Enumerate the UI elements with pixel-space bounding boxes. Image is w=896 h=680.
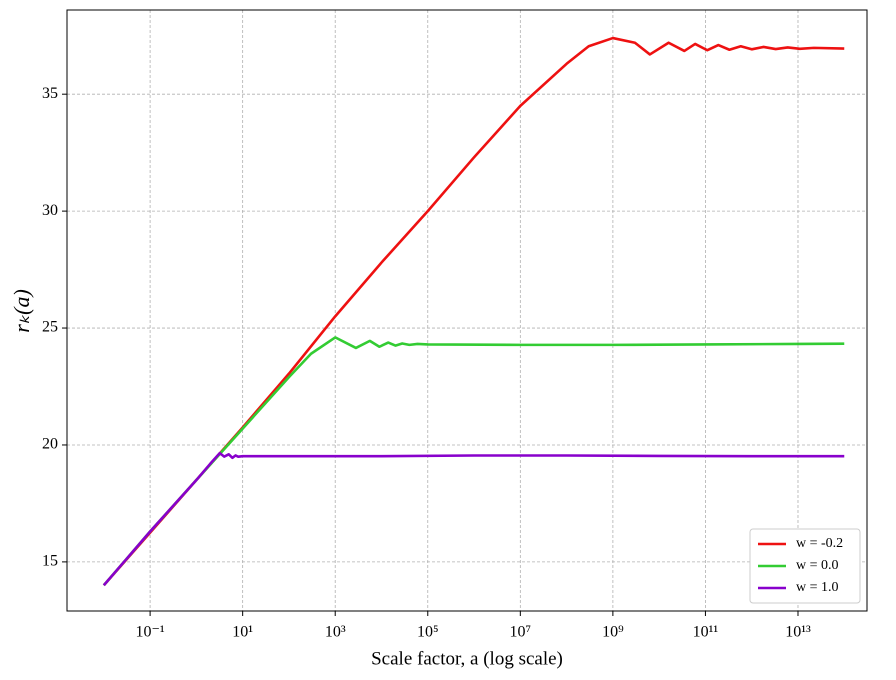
x-tick-label: 10⁹: [602, 624, 624, 641]
x-tick-label: 10¹: [232, 624, 253, 641]
x-tick-label: 10¹³: [785, 624, 811, 641]
y-axis-label: rₖ(a): [9, 289, 34, 333]
legend-label: w = 0.0: [796, 558, 839, 573]
x-tick-label: 10⁷: [510, 624, 532, 641]
x-axis-label: Scale factor, a (log scale): [371, 648, 563, 669]
legend-box: [749, 528, 861, 604]
y-tick-label: 20: [42, 436, 58, 453]
x-tick-label: 10¹¹: [693, 624, 719, 641]
legend-label: w = 1.0: [796, 580, 839, 595]
y-tick-label: 30: [42, 202, 58, 219]
y-tick-label: 35: [42, 85, 58, 102]
x-tick-label: 10³: [325, 624, 346, 641]
legend-label: w = -0.2: [796, 536, 843, 551]
plot-frame: [66, 9, 868, 612]
line: [102, 36, 845, 587]
y-tick-label: 25: [42, 319, 58, 336]
x-tick-label: 10⁵: [417, 624, 439, 641]
y-tick-label: 15: [42, 553, 58, 570]
line: [102, 336, 845, 587]
x-tick-label: 10⁻¹: [135, 624, 164, 641]
line: [102, 451, 845, 587]
